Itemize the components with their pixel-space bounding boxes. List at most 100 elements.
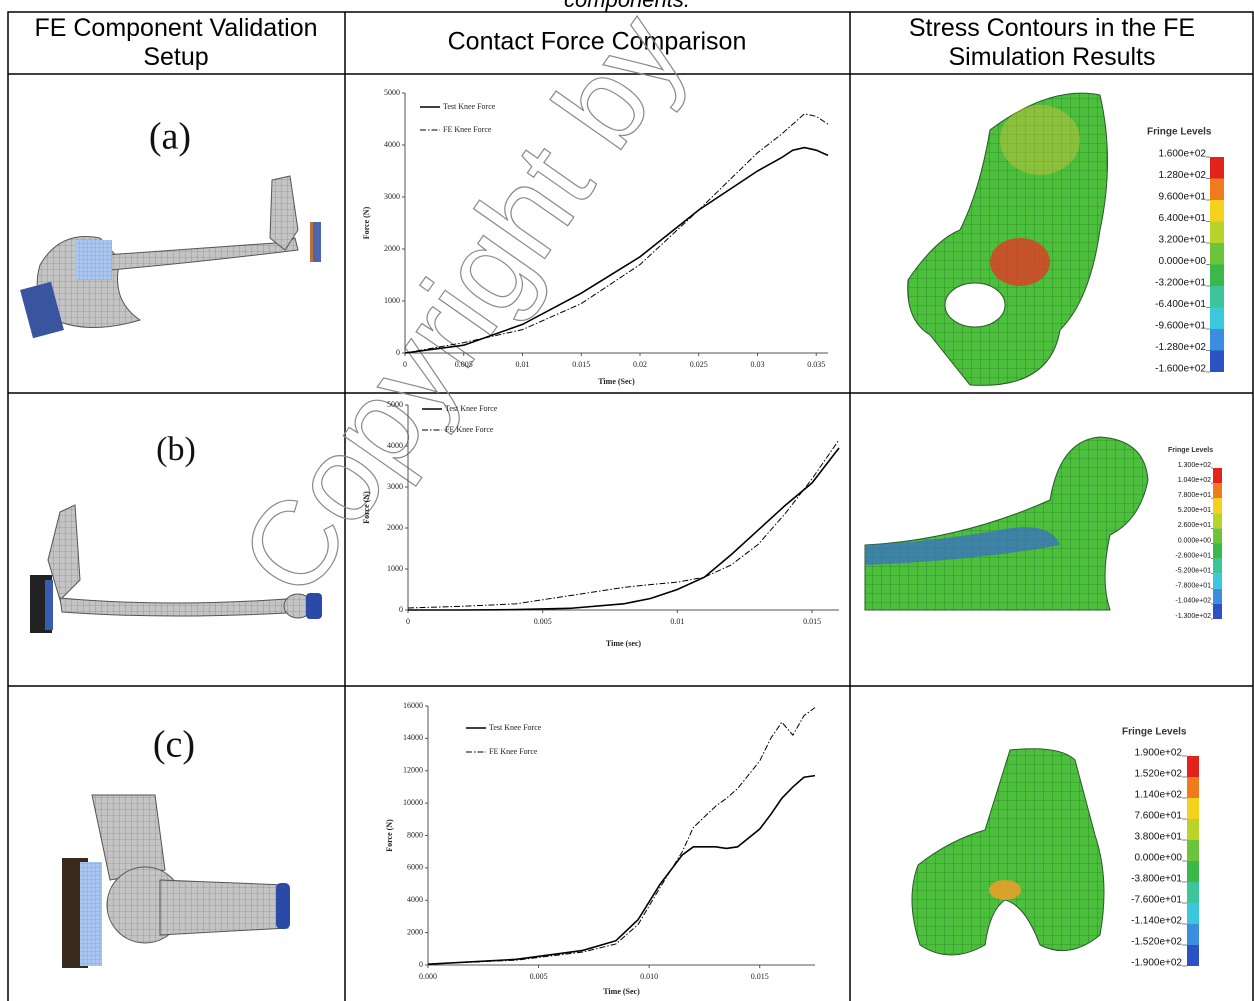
fringe-swatch: [1213, 528, 1222, 544]
header-line: Simulation Results: [948, 43, 1155, 71]
x-tick-label: 0.02: [633, 360, 647, 369]
x-axis-label: Time (Sec): [603, 987, 640, 996]
series-line: [408, 447, 840, 611]
y-tick-label: 0: [419, 960, 423, 969]
header-line: Stress Contours in the FE: [909, 14, 1195, 42]
model-a: [20, 175, 321, 339]
fringe-swatch: [1187, 756, 1199, 777]
fringe-level: 1.900e+02: [1134, 748, 1182, 759]
fringe-swatch: [1210, 307, 1224, 329]
fringe-level: -1.140e+02: [1131, 916, 1182, 927]
fringe-level: 2.600e+01: [1178, 522, 1211, 529]
fringe-legends: Fringe Levels 1.600e+02 1.280e+02 9.600e+01…: [1122, 127, 1224, 969]
fringe-swatch: [1187, 945, 1199, 966]
contour-c: [911, 748, 1105, 956]
y-tick-label: 4000: [407, 895, 423, 904]
watermark: Copyright by: [214, 0, 710, 619]
fringe-swatch: [1213, 588, 1222, 604]
fringe-level: 6.400e+01: [1158, 213, 1206, 224]
fringe-level: 1.140e+02: [1134, 790, 1182, 801]
fringe-level: -1.520e+02: [1131, 937, 1182, 948]
header: Contact Force Comparison: [448, 28, 747, 56]
row-label: (b): [156, 431, 196, 468]
fringe-swatch: [1210, 350, 1224, 372]
model-b: [30, 504, 322, 633]
fringe-swatch: [1213, 468, 1222, 484]
row-label: (c): [153, 724, 195, 766]
fringe-level: -3.800e+01: [1131, 874, 1182, 885]
fringe-level: -6.400e+01: [1155, 299, 1206, 310]
fringe-swatch: [1187, 882, 1199, 903]
x-tick-label: 0.015: [803, 617, 821, 626]
fringe-level: -1.300e+02: [1175, 613, 1211, 620]
fringe-level: 1.040e+02: [1178, 477, 1211, 484]
fringe-swatch: [1187, 924, 1199, 945]
y-tick-label: 1000: [387, 564, 403, 573]
y-tick-label: 14000: [403, 733, 423, 742]
fringe-swatch: [1213, 498, 1222, 514]
x-tick-label: 0.03: [751, 360, 765, 369]
fringe-title: Fringe Levels: [1168, 447, 1213, 454]
fringe-level: -1.900e+02: [1131, 958, 1182, 969]
y-tick-label: 0: [396, 348, 400, 357]
fringe-level: -5.200e+01: [1175, 568, 1211, 575]
y-tick-label: 3000: [384, 192, 400, 201]
series-line: [427, 774, 816, 965]
contour-a: [907, 92, 1108, 386]
fringe-level: -7.800e+01: [1175, 583, 1211, 590]
x-axis-label: Time (sec): [606, 639, 642, 648]
x-tick-label: 0.025: [690, 360, 708, 369]
legend-label: FE Knee Force: [489, 747, 538, 756]
legend-label: FE Knee Force: [443, 125, 492, 134]
series-line: [404, 146, 829, 354]
fringe-level: -3.200e+01: [1155, 278, 1206, 289]
fringe-level: -1.040e+02: [1175, 598, 1211, 605]
y-tick-label: 4000: [387, 441, 403, 450]
fringe-level: -2.600e+01: [1175, 552, 1211, 559]
table-grid: [7, 11, 1254, 1001]
fringe-level: -9.600e+01: [1155, 321, 1206, 332]
fringe-swatch: [1187, 819, 1199, 840]
fringe-level: -1.280e+02: [1155, 342, 1206, 353]
y-tick-label: 8000: [407, 830, 423, 839]
legend-label: Test Knee Force: [489, 723, 542, 732]
y-tick-label: 2000: [387, 523, 403, 532]
x-tick-label: 0.015: [572, 360, 590, 369]
fringe-title: Fringe Levels: [1122, 727, 1187, 738]
fringe-level: 1.300e+02: [1178, 462, 1211, 469]
y-tick-label: 1000: [384, 296, 400, 305]
fringe-swatch: [1187, 777, 1199, 798]
header: FE Component Validation Setup: [34, 14, 317, 71]
y-tick-label: 16000: [403, 701, 423, 710]
x-axis-label: Time (Sec): [598, 377, 635, 386]
x-tick-label: 0.000: [419, 972, 437, 981]
fringe-swatch: [1210, 264, 1224, 286]
x-tick-label: 0: [406, 617, 410, 626]
y-axis-label: Force (N): [385, 819, 394, 852]
y-tick-label: 2000: [384, 244, 400, 253]
x-tick-label: 0.01: [516, 360, 530, 369]
series-line: [407, 439, 840, 609]
row-label: (a): [149, 116, 191, 158]
y-tick-label: 5000: [387, 400, 403, 409]
fringe-swatch: [1210, 178, 1224, 200]
fringe-level: 1.280e+02: [1158, 170, 1206, 181]
y-axis-label: Force (N): [362, 491, 371, 524]
legend-label: Test Knee Force: [445, 404, 498, 413]
y-axis-label: Force (N): [362, 206, 371, 239]
x-tick-label: 0.005: [455, 360, 473, 369]
header: Stress Contours in the FE Simulation Resu…: [909, 14, 1195, 71]
fringe-level: 7.600e+01: [1134, 811, 1182, 822]
fringe-swatch: [1213, 543, 1222, 559]
x-tick-label: 0.005: [534, 617, 552, 626]
legend-label: Test Knee Force: [443, 102, 496, 111]
fringe-swatch: [1187, 798, 1199, 819]
fringe-swatch: [1210, 157, 1224, 179]
fringe-swatch: [1213, 513, 1222, 529]
fringe-level: -1.600e+02: [1155, 364, 1206, 375]
y-tick-label: 12000: [403, 766, 423, 775]
fringe-level: 0.000e+00: [1178, 537, 1211, 544]
fringe-swatch: [1187, 903, 1199, 924]
fringe-level: 0.000e+00: [1158, 256, 1206, 267]
